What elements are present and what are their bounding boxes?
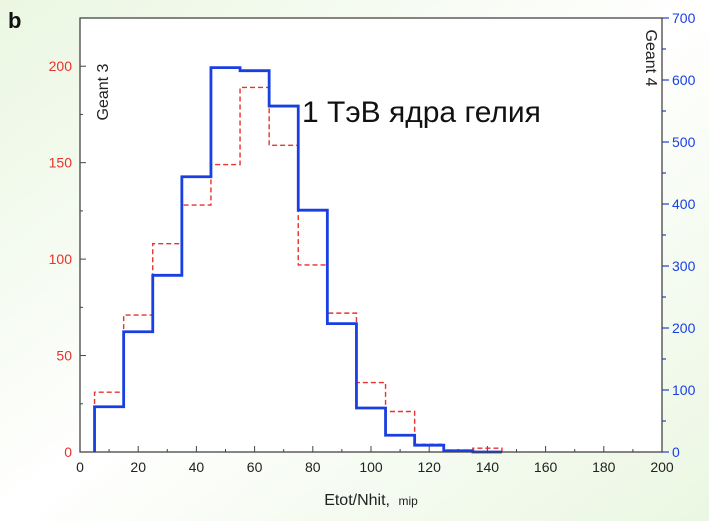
right-tick-label: 400 xyxy=(672,196,696,212)
right-tick-label: 200 xyxy=(672,320,696,336)
tick-layer: 0 20 40 60 80 100 120 140 160 180 2000501001502000… xyxy=(49,10,696,475)
x-tick-label: 80 xyxy=(305,459,321,475)
x-tick-label: 0 xyxy=(76,459,84,475)
right-series-label: Geant 4 xyxy=(642,30,659,87)
right-tick-label: 0 xyxy=(672,444,680,460)
x-tick-label: 180 xyxy=(592,459,616,475)
x-tick-label: 140 xyxy=(476,459,500,475)
chart-annotation: 1 ТэВ ядра гелия xyxy=(302,96,541,129)
left-tick-label: 50 xyxy=(56,348,72,364)
left-tick-label: 150 xyxy=(49,155,73,171)
plot-background xyxy=(80,18,662,452)
x-tick-label: 200 xyxy=(650,459,674,475)
left-tick-label: 100 xyxy=(49,251,73,267)
x-tick-label: 20 xyxy=(130,459,146,475)
left-tick-label: 200 xyxy=(49,58,73,74)
x-axis-label: Etot/Nhit, mip xyxy=(324,492,418,509)
x-tick-label: 120 xyxy=(418,459,442,475)
x-tick-label: 40 xyxy=(189,459,205,475)
right-tick-label: 300 xyxy=(672,258,696,274)
left-tick-label: 0 xyxy=(64,444,72,460)
series-layer xyxy=(93,66,503,454)
left-series-label: Geant 3 xyxy=(95,63,112,120)
plot-frame xyxy=(79,17,663,453)
right-tick-label: 600 xyxy=(672,72,696,88)
x-axis-label-main: Etot/Nhit, xyxy=(324,492,390,509)
x-tick-label: 100 xyxy=(359,459,383,475)
x-tick-label: 60 xyxy=(247,459,263,475)
right-tick-label: 500 xyxy=(672,134,696,150)
right-tick-label: 100 xyxy=(672,382,696,398)
panel-label: b xyxy=(8,8,21,33)
series-line-geant-4 xyxy=(93,66,502,454)
x-tick-label: 160 xyxy=(534,459,558,475)
x-axis-label-unit: mip xyxy=(398,494,418,508)
right-tick-label: 700 xyxy=(672,10,696,26)
